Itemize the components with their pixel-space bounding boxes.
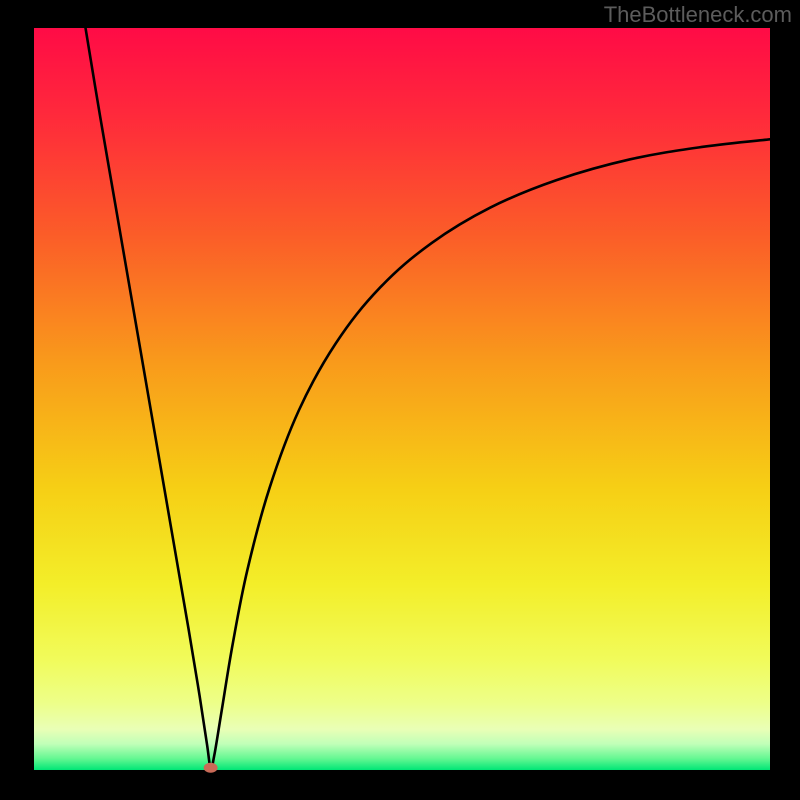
attribution-text: TheBottleneck.com xyxy=(604,2,792,28)
minimum-marker xyxy=(204,763,218,773)
chart-gradient-background xyxy=(34,28,770,770)
bottleneck-chart xyxy=(0,0,800,800)
